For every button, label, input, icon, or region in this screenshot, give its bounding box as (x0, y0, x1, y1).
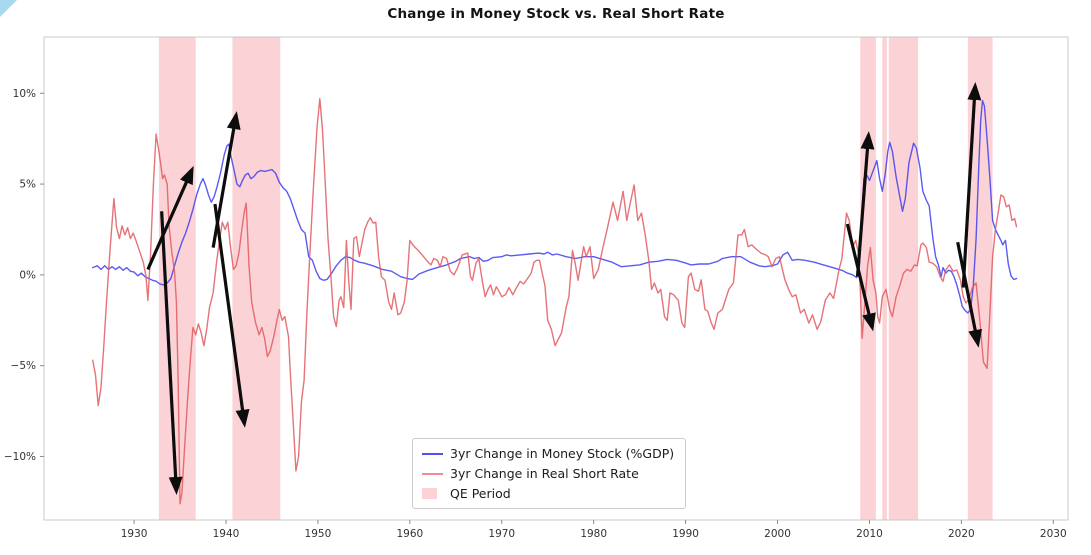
x-tick-label: 1980 (580, 528, 607, 540)
x-tick-label: 1990 (672, 528, 699, 540)
qe-period-swatch-icon (422, 488, 437, 499)
legend-item-qe-period: QE Period (422, 485, 674, 502)
x-tick-label: 2010 (856, 528, 883, 540)
qe-band (860, 37, 876, 520)
legend-label: 3yr Change in Money Stock (%GDP) (450, 446, 675, 461)
qe-band (967, 37, 993, 520)
x-tick-label: 2000 (764, 528, 791, 540)
annotation-arrow-down (160, 211, 183, 495)
annotation-arrow-down (956, 241, 983, 348)
x-tick-label: 2030 (1040, 528, 1067, 540)
y-tick-label: 0% (19, 269, 36, 281)
annotation-arrow-up (855, 131, 875, 277)
y-tick-label: −5% (11, 360, 36, 372)
x-tick-label: 2020 (948, 528, 975, 540)
x-tick-label: 1960 (396, 528, 423, 540)
legend-item-money-stock: 3yr Change in Money Stock (%GDP) (422, 445, 674, 462)
legend-label: QE Period (450, 486, 511, 501)
y-tick-label: −10% (4, 451, 36, 463)
qe-band (232, 37, 281, 520)
x-tick-label: 1940 (213, 528, 240, 540)
money-stock-line (91, 99, 1018, 314)
legend: 3yr Change in Money Stock (%GDP) 3yr Cha… (412, 438, 687, 509)
screen-corner-artifact (0, 0, 17, 17)
legend-item-real-rate: 3yr Change in Real Short Rate (422, 465, 674, 482)
annotation-arrow-up (146, 165, 194, 271)
plot-frame (43, 36, 1069, 521)
x-tick-label: 1930 (121, 528, 148, 540)
annotation-arrow-down (213, 203, 250, 428)
qe-band (882, 37, 887, 520)
y-tick-label: 5% (19, 179, 36, 191)
real-rate-line (91, 97, 1018, 505)
real-rate-line-swatch-icon (422, 472, 443, 475)
x-tick-label: 1950 (305, 528, 332, 540)
chart-title: Change in Money Stock vs. Real Short Rat… (387, 6, 725, 22)
money-stock-line-swatch-icon (422, 452, 443, 455)
annotation-arrow-down (845, 223, 876, 332)
y-tick-label: 10% (13, 88, 36, 100)
legend-label: 3yr Change in Real Short Rate (450, 466, 639, 481)
x-tick-label: 1970 (488, 528, 515, 540)
annotation-arrow-up (961, 82, 982, 288)
qe-band (888, 37, 919, 520)
